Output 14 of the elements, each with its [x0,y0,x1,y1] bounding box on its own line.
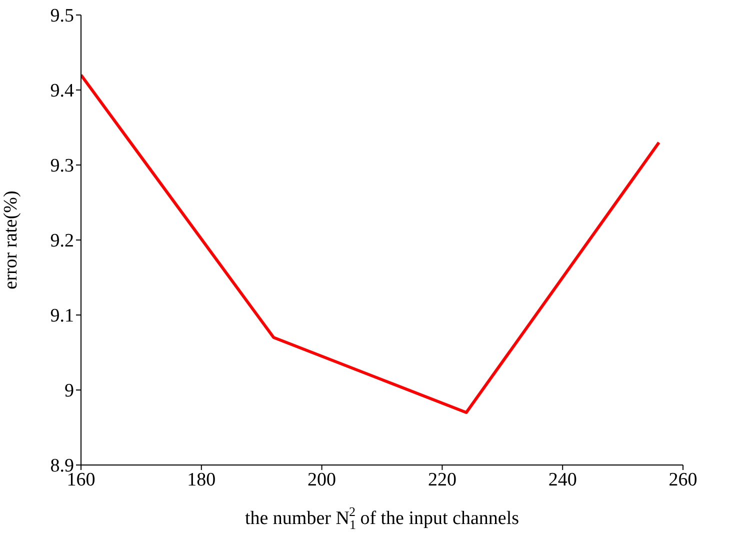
x-tick-label: 240 [548,469,577,490]
x-axis-title: the number N$_{1}$$^{2}$ of the input channels [244,504,520,532]
x-tick-label: 200 [308,469,336,490]
y-tick-label: 9.5 [50,6,74,27]
y-tick-label: 9.1 [50,306,74,327]
y-tick-label: 9.3 [50,156,74,177]
y-tick-label: 9.2 [50,230,74,252]
y-axis-title: error rate(%) [0,190,22,290]
x-tick-label: 260 [668,469,698,490]
x-tick-label: 180 [187,469,216,490]
y-tick-label: 9 [64,380,74,402]
line-series [81,74,660,414]
y-tick-label: 9.4 [50,80,74,102]
x-tick-label: 220 [428,469,456,490]
